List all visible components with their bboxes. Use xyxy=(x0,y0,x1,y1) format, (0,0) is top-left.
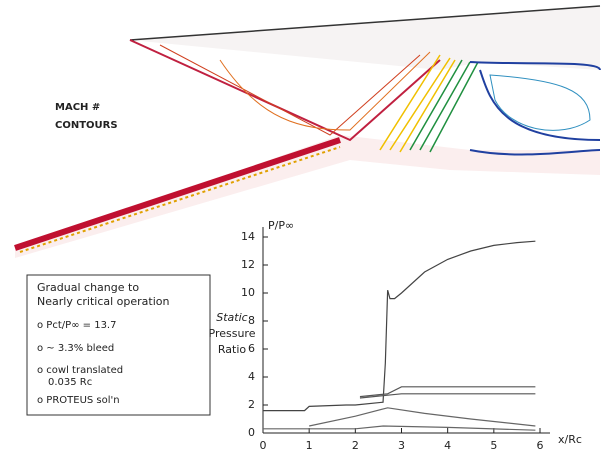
series-line xyxy=(309,408,535,426)
y-tick-label: 0 xyxy=(248,426,255,439)
info-item: o Pct/P∞ = 13.7 xyxy=(37,320,116,331)
x-tick-label: 1 xyxy=(306,439,313,452)
y-tick-label: 4 xyxy=(248,370,255,383)
info-heading: Gradual change to xyxy=(37,281,139,294)
line-chart: P/P∞ x/Rc Static Pressure Ratio 02468101… xyxy=(209,219,582,452)
y-tick-label: 12 xyxy=(241,258,255,271)
y-tick-label: 10 xyxy=(241,286,255,299)
y-title: Pressure xyxy=(209,327,256,340)
info-box: Gradual change to Nearly critical operat… xyxy=(27,275,210,415)
y-axis-label: P/P∞ xyxy=(268,219,294,232)
contour xyxy=(490,75,590,130)
cowl xyxy=(130,6,600,70)
y-title: Static xyxy=(216,311,247,324)
info-item: o cowl translated xyxy=(37,365,123,376)
panel-label: CONTOURS xyxy=(55,120,118,131)
contour xyxy=(470,62,600,154)
x-axis-label: x/Rc xyxy=(558,433,582,446)
y-tick-label: 2 xyxy=(248,398,255,411)
y-tick-label: 14 xyxy=(241,230,255,243)
x-tick-label: 6 xyxy=(537,439,544,452)
y-tick-label: 8 xyxy=(248,314,255,327)
x-tick-label: 2 xyxy=(352,439,359,452)
x-tick-label: 3 xyxy=(398,439,405,452)
y-title: Ratio xyxy=(218,343,247,356)
contour-panel: MACH # CONTOURS xyxy=(15,6,600,258)
series-line xyxy=(263,241,535,410)
x-tick-label: 4 xyxy=(444,439,451,452)
info-item: o ~ 3.3% bleed xyxy=(37,343,114,354)
info-item: o PROTEUS sol'n xyxy=(37,395,120,406)
info-heading: Nearly critical operation xyxy=(37,295,170,308)
contour xyxy=(410,60,478,152)
info-item: 0.035 Rc xyxy=(48,377,92,388)
figure: MACH # CONTOURS Gradual change to Nearly… xyxy=(0,0,609,455)
series-line xyxy=(263,426,535,430)
y-tick-label: 6 xyxy=(248,342,255,355)
x-tick-label: 0 xyxy=(260,439,267,452)
x-tick-label: 5 xyxy=(490,439,497,452)
panel-label: MACH # xyxy=(55,102,100,113)
